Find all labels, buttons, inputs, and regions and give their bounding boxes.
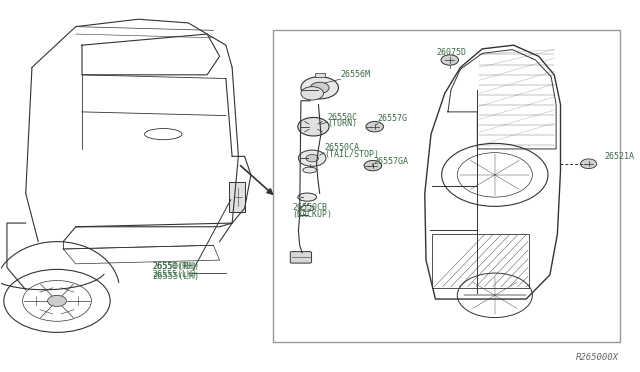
Text: 26521A: 26521A <box>605 152 635 161</box>
Circle shape <box>364 160 381 171</box>
Ellipse shape <box>303 167 317 173</box>
Bar <box>315 73 324 77</box>
Text: 26550(RH): 26550(RH) <box>152 262 197 271</box>
Bar <box>273 31 620 341</box>
Text: 26556M: 26556M <box>340 70 371 78</box>
FancyBboxPatch shape <box>291 251 312 263</box>
Text: (TAIL/STOP): (TAIL/STOP) <box>324 150 379 158</box>
Circle shape <box>366 122 383 132</box>
Circle shape <box>47 295 67 307</box>
Circle shape <box>298 150 326 166</box>
Circle shape <box>310 82 329 93</box>
Text: 26555(LH): 26555(LH) <box>152 270 197 279</box>
Ellipse shape <box>298 193 317 201</box>
Text: R265000X: R265000X <box>575 353 619 362</box>
Bar <box>229 182 244 212</box>
Text: 26550(RH): 26550(RH) <box>152 262 200 271</box>
Circle shape <box>441 55 458 65</box>
Circle shape <box>298 118 329 136</box>
Text: 26557GA: 26557GA <box>374 157 408 166</box>
Text: 26550C: 26550C <box>327 112 357 122</box>
Circle shape <box>306 154 319 162</box>
Text: (BACKUP): (BACKUP) <box>292 209 332 219</box>
Text: 26555(LH): 26555(LH) <box>152 272 200 280</box>
Text: 26557G: 26557G <box>378 114 408 123</box>
Text: 26075D: 26075D <box>436 48 466 57</box>
Text: 26550CB: 26550CB <box>292 203 327 212</box>
Bar <box>432 234 529 288</box>
Ellipse shape <box>300 205 314 211</box>
Circle shape <box>301 77 339 99</box>
Circle shape <box>301 87 323 100</box>
Text: (TURN): (TURN) <box>327 119 357 128</box>
Text: 26550CA: 26550CA <box>324 143 359 152</box>
Circle shape <box>580 159 596 169</box>
